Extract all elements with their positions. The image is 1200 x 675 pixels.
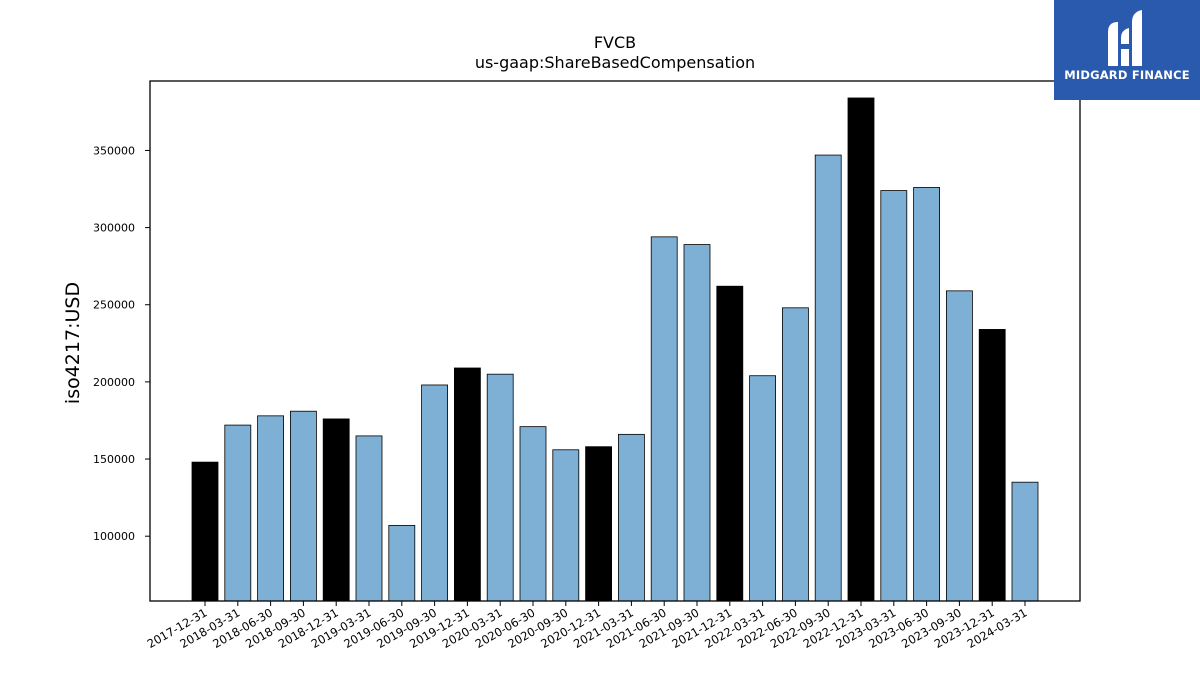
chart-title: FVCB: [594, 33, 636, 52]
plot-frame: [149, 80, 1081, 602]
bars-group: [191, 97, 1039, 602]
bar-2019-06-30: [388, 524, 416, 602]
y-tick-label: 250000: [93, 299, 135, 312]
bar-2019-03-31: [355, 435, 383, 602]
bar-2022-06-30: [782, 307, 809, 602]
bar-2022-03-31: [749, 375, 776, 602]
bar-2018-03-31: [224, 424, 252, 602]
bar-2019-12-31: [453, 367, 481, 602]
y-tick-label: 350000: [93, 144, 135, 157]
y-tick-label: 200000: [93, 376, 135, 389]
chart-subtitle: us-gaap:ShareBasedCompensation: [475, 53, 755, 72]
bar-2021-06-30: [650, 236, 678, 602]
y-tick-label: 100000: [93, 530, 135, 543]
bar-2022-09-30: [814, 154, 842, 602]
bar-2019-09-30: [421, 384, 449, 602]
bar-2017-12-31: [191, 461, 219, 602]
y-tick-label: 300000: [93, 222, 135, 235]
bar-2022-12-31: [847, 97, 875, 602]
y-ticks: 100000 150000 200000 250000 300000 350000: [93, 144, 150, 543]
bar-2023-03-31: [880, 190, 908, 602]
midgard-logo-icon: [1108, 10, 1142, 66]
y-tick-label: 150000: [93, 453, 135, 466]
bar-2023-06-30: [913, 187, 940, 602]
bar-2021-03-31: [618, 433, 645, 602]
bar-2020-06-30: [519, 426, 547, 602]
y-axis-label: iso4217:USD: [62, 282, 84, 404]
bar-2023-09-30: [946, 290, 973, 602]
bar-2020-12-31: [585, 446, 612, 602]
x-ticks: 2017-12-312018-03-312018-06-302018-09-30…: [145, 601, 1030, 651]
bar-2018-09-30: [289, 410, 317, 602]
bar-2018-06-30: [257, 415, 285, 602]
brand-logo: MIDGARD FINANCE: [1054, 0, 1200, 100]
bar-2018-12-31: [322, 418, 350, 602]
logo-text: MIDGARD FINANCE: [1064, 68, 1190, 82]
bar-2023-12-31: [978, 329, 1006, 602]
bar-2020-09-30: [552, 449, 580, 602]
bar-2021-09-30: [683, 244, 711, 602]
bar-2021-12-31: [716, 285, 744, 602]
bar-2024-03-31: [1011, 481, 1039, 602]
bar-2020-03-31: [486, 373, 514, 602]
